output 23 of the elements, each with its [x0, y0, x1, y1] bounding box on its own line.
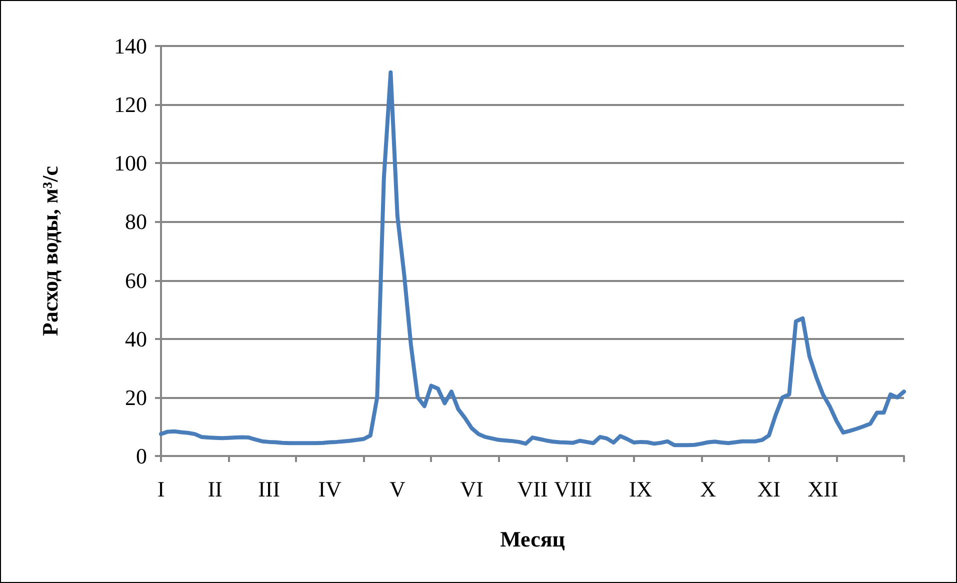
y-tick-label: 20: [125, 384, 147, 410]
x-tick-label: VII: [517, 476, 548, 502]
x-tick-label: XII: [808, 476, 838, 502]
x-tick-label: VIII: [554, 476, 592, 502]
line-series: [159, 70, 906, 448]
y-tick-label: 140: [114, 34, 147, 58]
y-tick-label: 0: [136, 444, 147, 468]
x-tick-label: VI: [460, 476, 484, 502]
y-tick-label: 120: [114, 92, 147, 118]
x-tick-label: IX: [628, 476, 652, 502]
y-axis-title: Расход воды, м³/с: [38, 166, 62, 336]
x-tick-label: V: [389, 476, 406, 502]
x-tick-label: IV: [318, 476, 342, 502]
x-tick-label: III: [258, 476, 280, 502]
x-tick-label: X: [700, 476, 716, 502]
x-tick-label: XI: [757, 476, 781, 502]
y-tick-label: 60: [125, 268, 147, 293]
y-tick-label: 100: [114, 150, 147, 176]
x-axis-title: Месяц: [500, 526, 566, 552]
y-tick-label: 80: [125, 209, 147, 234]
x-tick-label: I: [157, 476, 165, 502]
x-tick-label: II: [208, 476, 222, 502]
y-tick-label: 40: [125, 326, 147, 352]
